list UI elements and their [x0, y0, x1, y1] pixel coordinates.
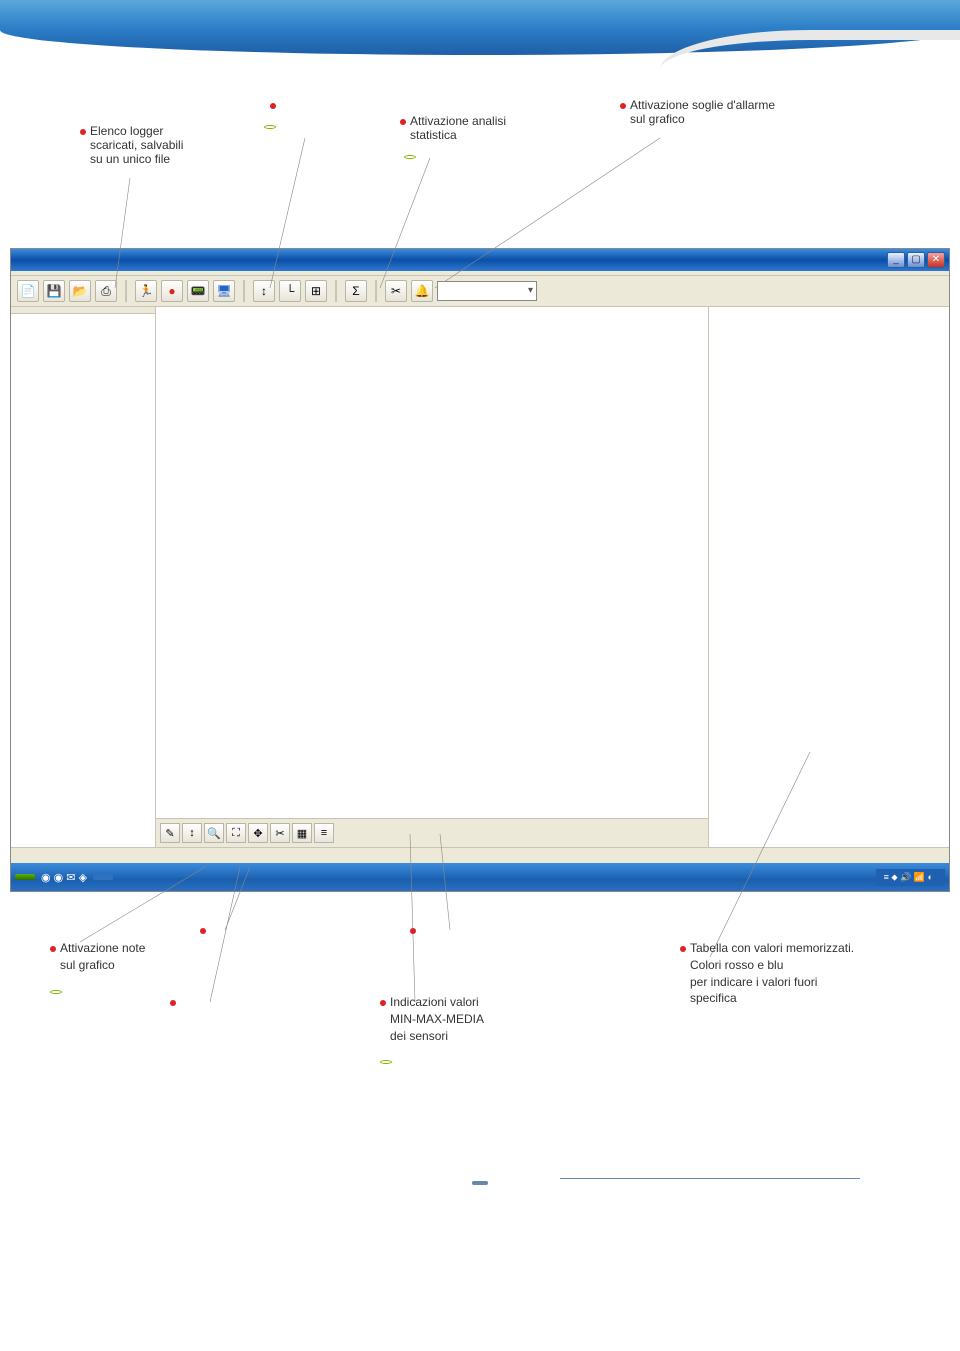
- page-header: [0, 0, 960, 68]
- close-button[interactable]: ✕: [927, 252, 945, 268]
- callout-text: su un unico file: [80, 152, 183, 166]
- callout-indicazioni: Indicazioni valori MIN-MAX-MEDIA dei sen…: [380, 994, 484, 1067]
- note-tool-button[interactable]: ✎: [160, 823, 180, 843]
- tree-panel: [11, 307, 156, 847]
- callout-text: Attivazione soglie d'allarme: [630, 98, 775, 112]
- titlebar[interactable]: _ ▢ ✕: [11, 249, 949, 271]
- page-footer: [0, 1172, 960, 1190]
- callout-text: sul grafico: [620, 112, 775, 126]
- save-button[interactable]: 💾: [43, 280, 65, 302]
- tree-header: [11, 307, 155, 314]
- callout-tabella: Tabella con valori memorizzati. Colori r…: [680, 940, 854, 1007]
- chart-header: [156, 307, 708, 326]
- fit-tool-button[interactable]: ⛶: [226, 823, 246, 843]
- tree-content: [11, 314, 155, 322]
- callout-text: MIN-MAX-MEDIA: [380, 1011, 484, 1028]
- data-panel: [709, 307, 949, 847]
- chart-toolbar: ✎ ↕ 🔍 ⛶ ✥ ✂ ▦ ≡: [156, 818, 708, 847]
- cursor-tool-button[interactable]: ↕: [182, 823, 202, 843]
- minimize-button[interactable]: _: [887, 252, 905, 268]
- task-item[interactable]: [93, 874, 113, 880]
- grid-tool-button[interactable]: ▦: [292, 823, 312, 843]
- crop-tool-button[interactable]: ✂: [270, 823, 290, 843]
- chart-svg: [156, 326, 708, 808]
- cursor-button[interactable]: ↕: [253, 280, 275, 302]
- callout-text: Colori rosso e blu: [680, 957, 854, 974]
- callout-zoom: [170, 994, 180, 1011]
- callout-text: Tabella con valori memorizzati.: [690, 941, 854, 955]
- callouts-bottom: Attivazione note sul grafico Indicazioni…: [50, 902, 910, 1142]
- callouts-top: Elenco logger scaricati, salvabili su un…: [60, 98, 900, 248]
- callout-text: Elenco logger: [90, 124, 163, 138]
- callout-valori: [410, 922, 420, 939]
- callout-analisi: Attivazione analisi statistica: [400, 114, 506, 160]
- statusbar: [11, 847, 949, 863]
- callout-text: dei sensori: [380, 1028, 484, 1045]
- display-button[interactable]: 🖥: [213, 280, 235, 302]
- callout-text: Attivazione note: [60, 941, 145, 955]
- new-button[interactable]: 📄: [17, 280, 39, 302]
- chart-area[interactable]: [156, 326, 708, 808]
- callout-soglie: Attivazione soglie d'allarme sul grafico: [620, 98, 775, 126]
- callout-text: scaricati, salvabili: [80, 138, 183, 152]
- scale-button[interactable]: └: [279, 280, 301, 302]
- footer-line: [560, 1178, 860, 1179]
- callout-nota: [270, 98, 280, 130]
- callout-text: sul grafico: [50, 957, 145, 974]
- callout-text: Attivazione analisi: [410, 114, 506, 128]
- toolbar-separator: [125, 280, 127, 302]
- toolbar: 📄 💾 📂 ⎙ 🏃 ● 📟 🖥 ↕ └ ⊞ Σ ✂ 🔔: [11, 276, 949, 307]
- table-button[interactable]: ⊞: [305, 280, 327, 302]
- zoom-tool-button[interactable]: 🔍: [204, 823, 224, 843]
- pan-tool-button[interactable]: ✥: [248, 823, 268, 843]
- alarm-button[interactable]: 🔔: [411, 280, 433, 302]
- chart-panel: ✎ ↕ 🔍 ⛶ ✥ ✂ ▦ ≡: [156, 307, 709, 847]
- callout-text: statistica: [400, 128, 506, 142]
- sum-button[interactable]: Σ: [345, 280, 367, 302]
- callout-text: per indicare i valori fuori: [680, 974, 854, 991]
- legend-tool-button[interactable]: ≡: [314, 823, 334, 843]
- toolbar-separator: [243, 280, 245, 302]
- print-button[interactable]: ⎙: [95, 280, 117, 302]
- callout-text: specifica: [680, 990, 854, 1007]
- app-body: ✎ ↕ 🔍 ⛶ ✥ ✂ ▦ ≡: [11, 307, 949, 847]
- logger-button[interactable]: 📟: [187, 280, 209, 302]
- callout-text: Indicazioni valori: [390, 995, 479, 1009]
- sensor-dropdown[interactable]: [437, 281, 537, 301]
- app-window: _ ▢ ✕ 📄 💾 📂 ⎙ 🏃 ● 📟 🖥 ↕ └ ⊞ Σ ✂ 🔔: [10, 248, 950, 892]
- stop-button[interactable]: ●: [161, 280, 183, 302]
- maximize-button[interactable]: ▢: [907, 252, 925, 268]
- taskbar: ◉ ◉ ✉ ◈ ≡ ⬥ 🔊 📶 ◐: [11, 863, 949, 891]
- page-number: [472, 1181, 488, 1185]
- open-button[interactable]: 📂: [69, 280, 91, 302]
- system-tray[interactable]: ≡ ⬥ 🔊 📶 ◐: [876, 869, 945, 886]
- callout-note: Attivazione note sul grafico: [50, 940, 145, 996]
- callout-puntatori: [200, 922, 210, 939]
- toolbar-separator: [375, 280, 377, 302]
- callout-logger-list: Elenco logger scaricati, salvabili su un…: [80, 124, 183, 166]
- tool-button[interactable]: ✂: [385, 280, 407, 302]
- run-button[interactable]: 🏃: [135, 280, 157, 302]
- toolbar-separator: [335, 280, 337, 302]
- start-button[interactable]: [15, 874, 35, 880]
